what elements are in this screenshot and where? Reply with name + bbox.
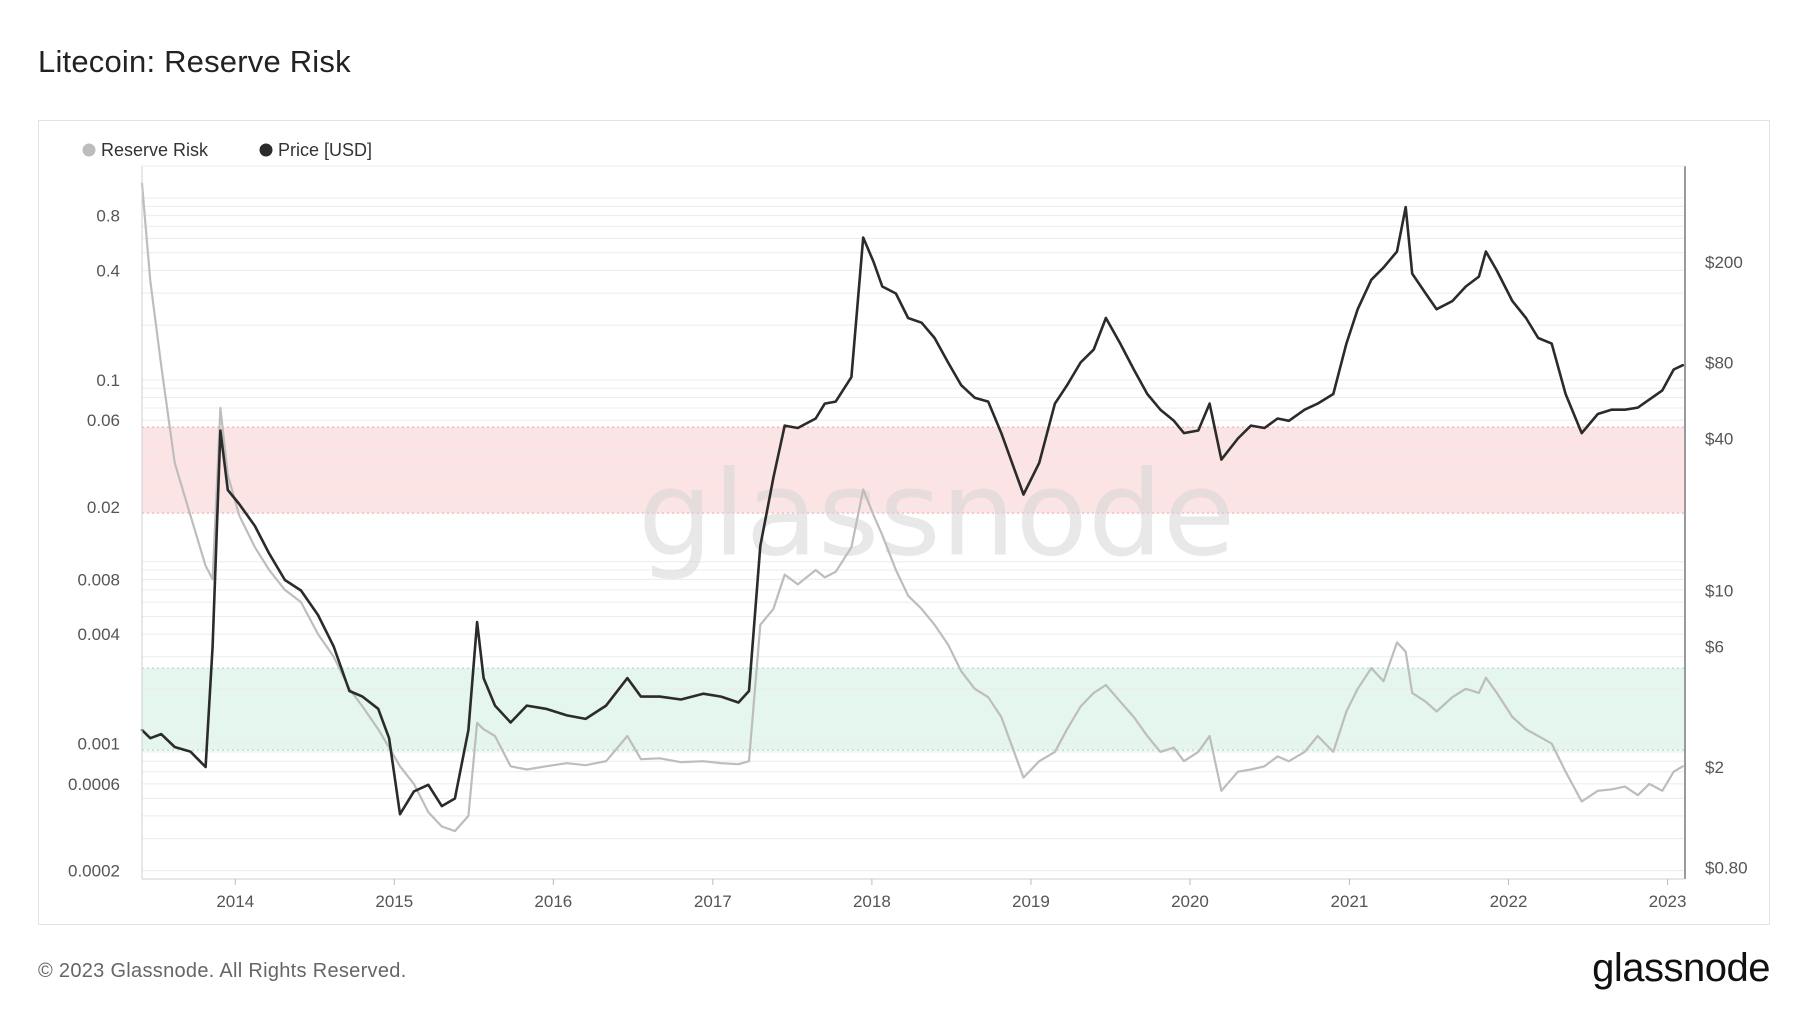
legend-swatch (82, 143, 96, 157)
y-right-tick-label: $80 (1705, 353, 1733, 372)
glassnode-logo[interactable]: glassnode (1592, 946, 1770, 990)
y-right-tick-label: $200 (1705, 253, 1743, 272)
footer-copyright: © 2023 Glassnode. All Rights Reserved. (38, 960, 407, 982)
y-left-tick-label: 0.1 (96, 371, 120, 390)
y-right-tick-label: $6 (1705, 638, 1724, 657)
gridlines (142, 197, 1685, 872)
x-tick-label: 2021 (1331, 892, 1369, 911)
legend-label: Price [USD] (278, 140, 372, 160)
overvalued-band (142, 427, 1685, 514)
y-left-tick-label: 0.8 (96, 207, 120, 226)
x-tick-label: 2022 (1490, 892, 1528, 911)
y-right-tick-label: $0.80 (1705, 858, 1748, 877)
chart-panel: glassnode 2014 2015 2016 2017 2018 2019 2020 20… (38, 120, 1770, 925)
reserve-risk-line (140, 182, 1684, 833)
x-tick-label: 2019 (1012, 892, 1050, 911)
legend-item-price[interactable]: Price [USD] (259, 140, 373, 160)
threshold-bands (142, 426, 1685, 751)
legend-item-reserve-risk[interactable]: Reserve Risk (82, 140, 210, 160)
x-tick-label: 2017 (694, 892, 732, 911)
legend-swatch (259, 143, 273, 157)
y-left-tick-label: 0.0006 (68, 775, 120, 794)
page-title: Litecoin: Reserve Risk (38, 44, 351, 79)
y-left-tick-label: 0.06 (87, 411, 120, 430)
legend: Reserve Risk Price [USD] (82, 140, 373, 160)
y-right-tick-label: $40 (1705, 429, 1733, 448)
x-tick-label: 2016 (534, 892, 572, 911)
y-left-tick-label: 0.008 (77, 570, 120, 589)
x-tick-label: 2015 (375, 892, 413, 911)
series-lines (140, 182, 1685, 833)
x-tick-label: 2020 (1171, 892, 1209, 911)
y-left-tick-label: 0.4 (96, 261, 120, 280)
y-right-tick-label: $2 (1705, 758, 1724, 777)
y-left-tick-label: 0.001 (77, 735, 120, 754)
x-tick-label: 2014 (216, 892, 254, 911)
x-tick-label: 2023 (1649, 892, 1687, 911)
y-left-tick-label: 0.0002 (68, 862, 120, 881)
y-left-tick-label: 0.02 (87, 498, 120, 517)
price-line (140, 205, 1685, 816)
undervalued-band (142, 668, 1685, 751)
axes: 2014 2015 2016 2017 2018 2019 2020 2021 2022 2023… (68, 165, 1748, 911)
x-tick-label: 2018 (853, 892, 891, 911)
reserve-risk-chart: glassnode 2014 2015 2016 2017 2018 2019 2020 20… (68, 140, 1748, 911)
legend-label: Reserve Risk (101, 140, 209, 160)
watermark: glassnode (638, 445, 1235, 583)
y-left-tick-label: 0.004 (77, 625, 120, 644)
y-right-tick-label: $10 (1705, 581, 1733, 600)
